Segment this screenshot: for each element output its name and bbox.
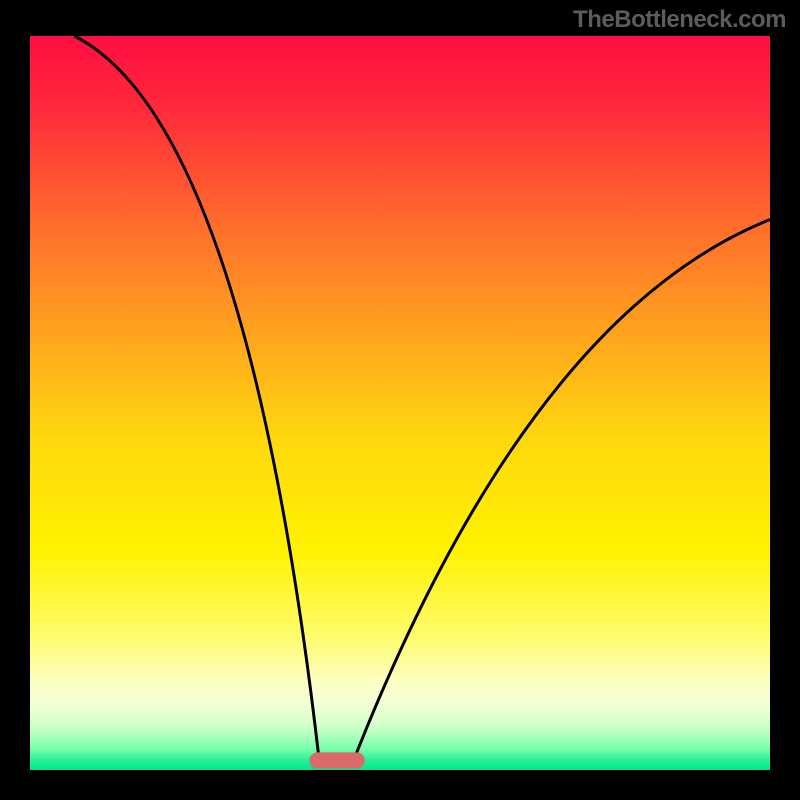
optimal-marker: [309, 752, 365, 768]
gradient-background: [30, 36, 770, 770]
chart-container: TheBottleneck.com: [0, 0, 800, 800]
bottleneck-chart: [0, 0, 800, 800]
watermark-text: TheBottleneck.com: [573, 6, 786, 34]
